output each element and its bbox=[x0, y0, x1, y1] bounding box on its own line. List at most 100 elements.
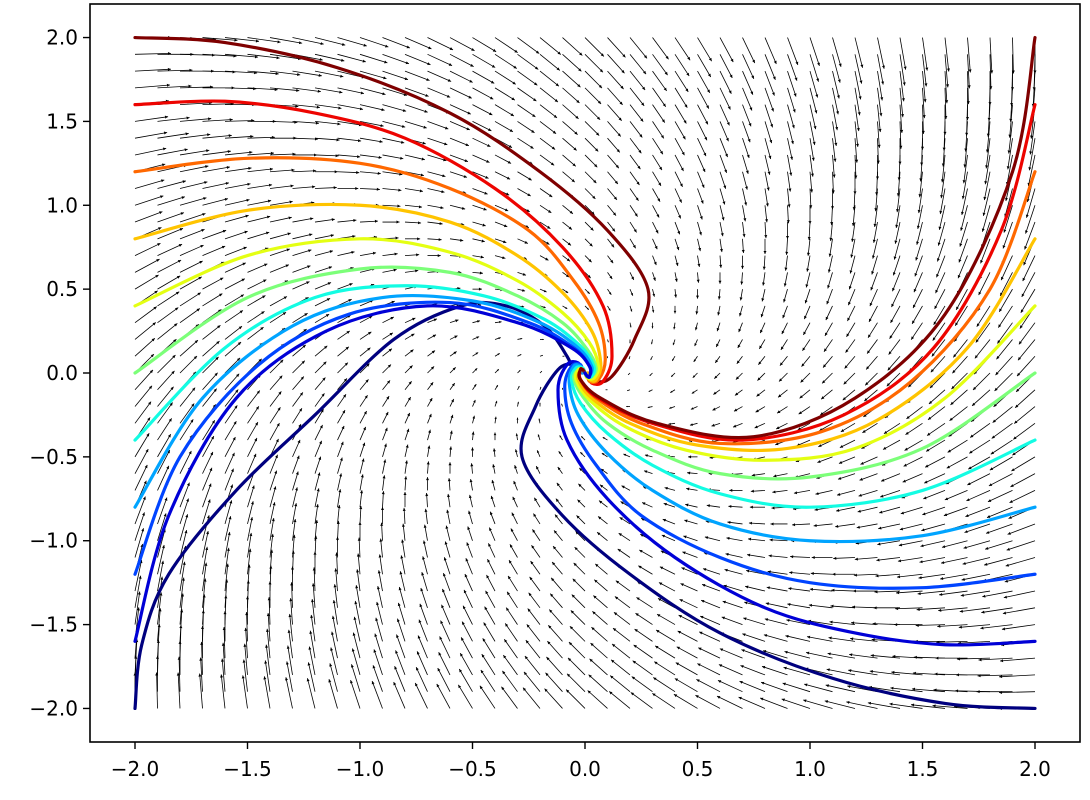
vector-arrow bbox=[1006, 540, 1036, 551]
vector-arrow bbox=[584, 305, 590, 310]
vector-arrow bbox=[220, 674, 226, 709]
x-tick-label: −0.5 bbox=[448, 757, 497, 781]
vector-arrow bbox=[382, 121, 406, 128]
vector-arrow bbox=[359, 137, 383, 143]
vector-arrow bbox=[924, 473, 946, 484]
vector-arrow bbox=[670, 372, 676, 378]
vector-arrow bbox=[682, 551, 698, 558]
vector-arrow bbox=[1011, 37, 1015, 74]
vector-arrow bbox=[683, 535, 698, 542]
vector-arrow bbox=[742, 138, 750, 159]
vector-arrow bbox=[427, 221, 443, 226]
vector-arrow bbox=[579, 451, 586, 458]
vector-arrow bbox=[980, 624, 1013, 630]
vector-arrow bbox=[352, 632, 361, 659]
vector-arrow bbox=[655, 629, 676, 642]
vector-arrow bbox=[382, 364, 392, 374]
vector-arrow bbox=[869, 670, 901, 676]
vector-arrow bbox=[533, 497, 541, 508]
vector-arrow bbox=[787, 171, 792, 192]
vector-arrow bbox=[134, 179, 165, 189]
vector-arrow bbox=[738, 696, 766, 709]
vector-arrow bbox=[472, 367, 478, 374]
vector-arrow bbox=[224, 468, 234, 491]
vector-arrow bbox=[288, 613, 293, 642]
vector-arrow bbox=[695, 305, 699, 315]
vector-arrow bbox=[517, 70, 538, 86]
vector-arrow bbox=[501, 686, 518, 709]
vector-arrow bbox=[742, 188, 748, 206]
vector-arrow bbox=[311, 599, 316, 625]
vector-arrow bbox=[967, 54, 971, 89]
vector-arrow bbox=[718, 664, 743, 676]
vector-arrow bbox=[404, 204, 423, 209]
vector-arrow bbox=[460, 637, 473, 659]
vector-arrow bbox=[607, 205, 617, 216]
vector-arrow bbox=[359, 410, 367, 424]
vector-arrow bbox=[461, 621, 473, 642]
vector-arrow bbox=[599, 484, 608, 491]
vector-arrow bbox=[782, 682, 811, 693]
vector-arrow bbox=[427, 254, 441, 258]
vector-arrow bbox=[623, 453, 631, 458]
vector-arrow bbox=[179, 149, 210, 156]
vector-arrow bbox=[899, 87, 905, 118]
vector-arrow bbox=[427, 53, 453, 67]
vector-arrow bbox=[427, 37, 454, 51]
vector-arrow bbox=[802, 339, 811, 352]
vector-arrow bbox=[989, 54, 993, 90]
vector-arrow bbox=[619, 517, 631, 525]
vector-arrow bbox=[832, 572, 855, 576]
vector-arrow bbox=[552, 545, 563, 558]
vector-arrow bbox=[404, 460, 408, 474]
vector-arrow bbox=[593, 595, 608, 609]
vector-arrow bbox=[157, 180, 186, 189]
vector-arrow bbox=[741, 238, 745, 254]
vector-arrow bbox=[981, 607, 1013, 614]
vector-arrow bbox=[629, 37, 648, 59]
vector-arrow bbox=[825, 684, 856, 693]
vector-arrow bbox=[539, 121, 557, 135]
vector-arrow bbox=[922, 87, 926, 119]
vector-arrow bbox=[984, 557, 1013, 566]
vector-arrow bbox=[224, 134, 254, 139]
vector-arrow bbox=[629, 322, 632, 328]
vector-arrow bbox=[443, 557, 451, 575]
vector-arrow bbox=[578, 483, 586, 491]
vector-arrow bbox=[678, 614, 698, 625]
vector-arrow bbox=[697, 238, 702, 252]
vector-arrow bbox=[337, 505, 341, 524]
vector-arrow bbox=[449, 430, 453, 441]
vector-arrow bbox=[824, 322, 833, 337]
vector-arrow bbox=[224, 310, 244, 324]
vector-arrow bbox=[829, 620, 856, 625]
vector-arrow bbox=[179, 228, 205, 240]
vector-arrow bbox=[531, 544, 541, 558]
trajectory-line bbox=[519, 362, 1037, 711]
vector-arrow bbox=[515, 433, 519, 441]
vector-arrow bbox=[337, 362, 349, 374]
vector-arrow bbox=[652, 238, 658, 250]
vector-arrow bbox=[247, 311, 265, 324]
vector-arrow bbox=[517, 121, 535, 134]
vector-arrow bbox=[776, 406, 788, 414]
vector-arrow bbox=[739, 289, 743, 301]
vector-arrow bbox=[425, 492, 429, 508]
vector-arrow bbox=[781, 322, 788, 335]
vector-arrow bbox=[404, 476, 408, 491]
vector-arrow bbox=[584, 255, 592, 263]
vector-arrow bbox=[562, 154, 576, 167]
vector-arrow bbox=[427, 87, 451, 98]
vector-arrow bbox=[687, 471, 698, 475]
vector-arrow bbox=[472, 70, 495, 84]
vector-arrow bbox=[247, 231, 270, 240]
vector-arrow bbox=[764, 138, 772, 160]
vector-arrow bbox=[998, 288, 1013, 313]
vector-arrow bbox=[314, 297, 331, 307]
vector-arrow bbox=[404, 269, 419, 273]
vector-arrow bbox=[134, 337, 156, 357]
vector-arrow bbox=[467, 526, 473, 541]
vector-arrow bbox=[555, 498, 563, 508]
vector-arrow bbox=[337, 473, 343, 491]
vector-arrow bbox=[449, 204, 466, 210]
